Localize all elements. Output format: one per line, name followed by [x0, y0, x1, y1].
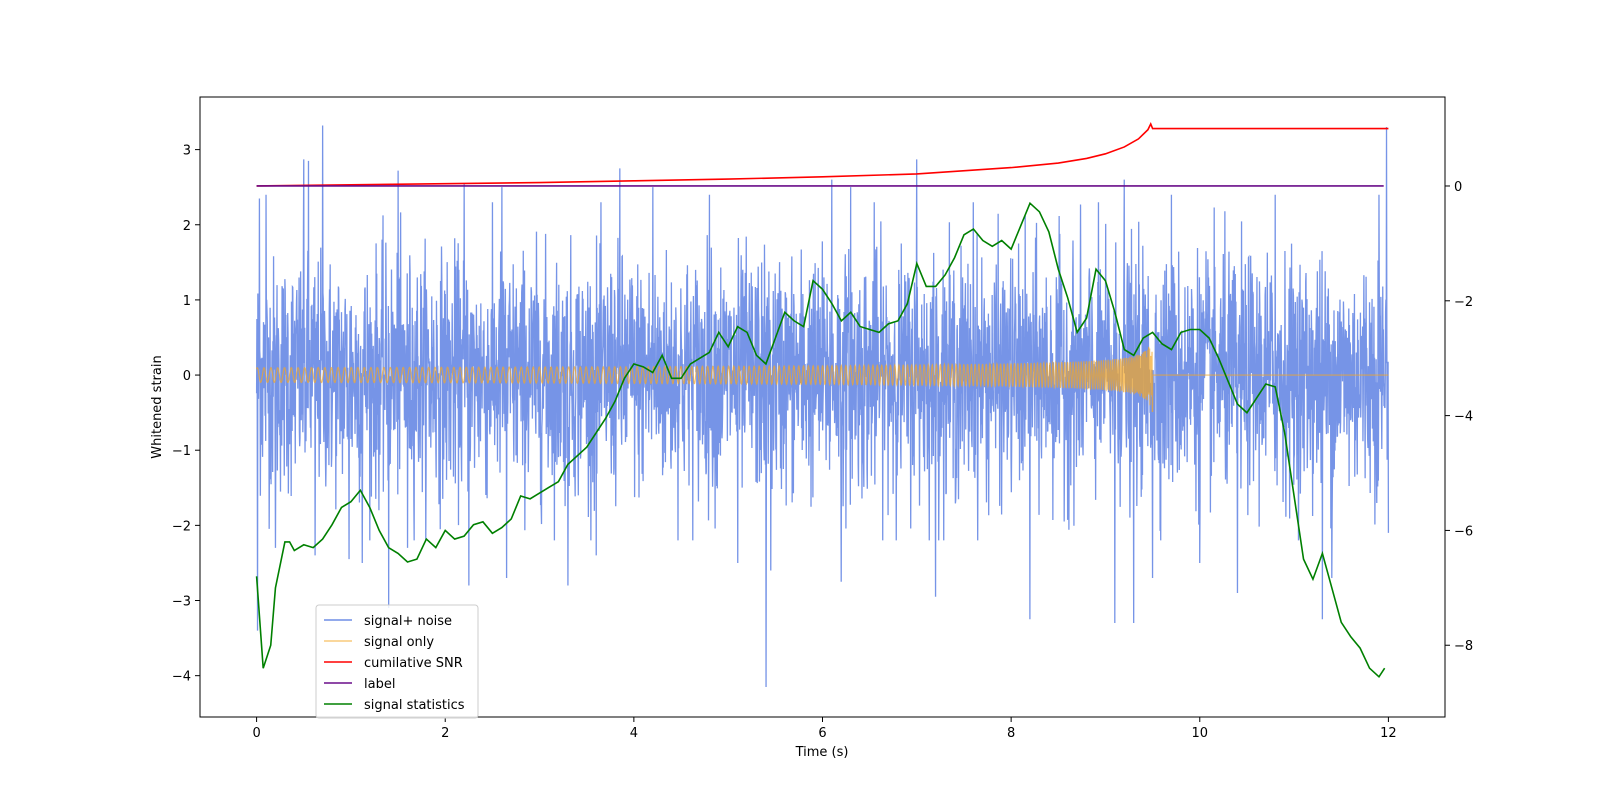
- y-tick-label: 1: [183, 294, 191, 309]
- x-tick-label: 0: [252, 726, 260, 741]
- legend-label-cumilative-snr: cumilative SNR: [364, 656, 463, 671]
- y-tick-label: 0: [183, 369, 191, 384]
- legend-label-signal-noise: signal+ noise: [364, 614, 452, 629]
- x-tick-label: 12: [1380, 726, 1397, 741]
- series-line-cumilative-snr: [256, 122, 1389, 187]
- x-tick-label: 2: [441, 726, 449, 741]
- y-tick-label: −3: [172, 595, 191, 610]
- y-tick-label: −1: [172, 444, 191, 459]
- x-tick-label: 6: [818, 726, 826, 741]
- series-line-signal-statistics: [255, 201, 1386, 679]
- y-tick-label: 3: [183, 144, 191, 159]
- y2-tick-label: −4: [1454, 410, 1473, 425]
- series-line-signal-only: [256, 346, 1389, 413]
- series-line-signal-noise: [255, 125, 1390, 687]
- y-tick-label: −2: [172, 519, 191, 534]
- series-layer: [255, 122, 1390, 687]
- x-tick-label: 8: [1007, 726, 1015, 741]
- x-tick-label: 10: [1191, 726, 1208, 741]
- y2-tick-label: 0: [1454, 180, 1462, 195]
- y2-tick-label: −6: [1454, 524, 1473, 539]
- legend-box: [315, 604, 479, 719]
- x-axis-label: Time (s): [795, 745, 849, 760]
- legend-label-signal-statistics: signal statistics: [364, 698, 465, 713]
- legend: signal+ noise signal only cumilative SNR la…: [315, 604, 479, 719]
- x-tick-label: 4: [630, 726, 638, 741]
- y-tick-label: 2: [183, 219, 191, 234]
- y-axis-label: Whitened strain: [150, 355, 165, 458]
- legend-label-signal-only: signal only: [364, 635, 434, 650]
- y-tick-label: −4: [172, 670, 191, 685]
- y2-tick-label: −8: [1454, 639, 1473, 654]
- legend-label-label: label: [364, 677, 395, 692]
- y2-tick-label: −2: [1454, 295, 1473, 310]
